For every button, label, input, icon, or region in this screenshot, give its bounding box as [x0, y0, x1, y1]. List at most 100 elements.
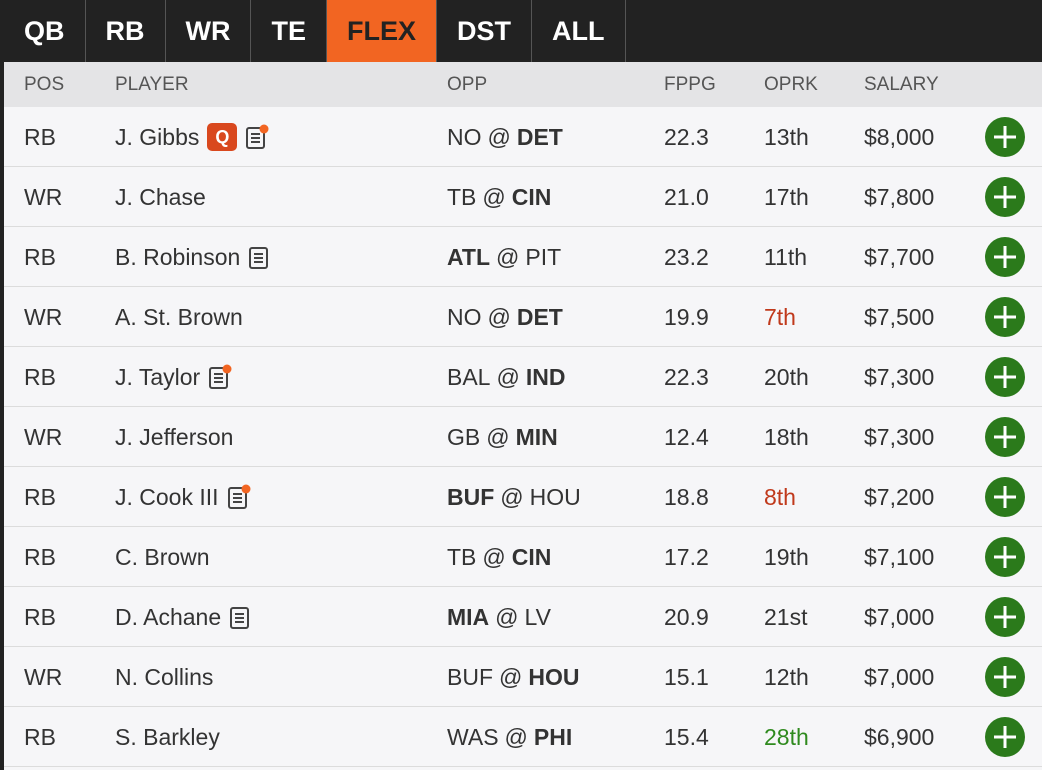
news-icon[interactable]: [208, 364, 232, 390]
player-cell: B. Robinson: [115, 227, 272, 287]
tab[interactable]: ALL: [532, 0, 626, 62]
salary: $7,500: [864, 304, 935, 330]
news-icon[interactable]: [227, 484, 251, 510]
player-name[interactable]: J. Gibbs: [115, 124, 200, 150]
tab[interactable]: FLEX: [327, 0, 438, 62]
player-name[interactable]: J. Taylor: [115, 364, 201, 390]
column-header: OPRK: [764, 74, 818, 95]
position: WR: [24, 304, 63, 330]
player-name[interactable]: N. Collins: [115, 664, 214, 690]
fppg: 21.0: [664, 184, 709, 210]
home-team: IND: [525, 364, 566, 390]
home-team: DET: [516, 124, 563, 150]
news-icon[interactable]: [245, 124, 269, 150]
opp-rank: 19th: [764, 544, 809, 570]
fppg: 22.3: [664, 124, 709, 150]
tab[interactable]: WR: [166, 0, 252, 62]
player-cell: J. Chase: [115, 167, 206, 227]
home-team: CIN: [511, 184, 552, 210]
news-icon[interactable]: [229, 604, 253, 630]
player-row: WR J. Jefferson GB @ MIN 12.4 18th $7,300: [4, 407, 1042, 467]
away-team: TB: [447, 184, 477, 210]
away-team: BUF: [447, 484, 495, 510]
player-name[interactable]: J. Cook III: [115, 484, 219, 510]
opp-rank: 7th: [764, 304, 796, 330]
column-header: SALARY: [864, 74, 939, 95]
salary: $7,000: [864, 664, 935, 690]
add-player-button[interactable]: [984, 296, 1026, 338]
home-team: LV: [524, 604, 551, 630]
opponent: ATL @ PIT: [447, 227, 561, 287]
player-name[interactable]: S. Barkley: [115, 724, 220, 750]
tab[interactable]: TE: [251, 0, 327, 62]
player-cell: C. Brown: [115, 527, 210, 587]
news-icon[interactable]: [248, 244, 272, 270]
salary: $7,200: [864, 484, 935, 510]
separator: @: [487, 304, 511, 330]
add-player-button[interactable]: [984, 656, 1026, 698]
position: WR: [24, 424, 63, 450]
add-player-button[interactable]: [984, 476, 1026, 518]
player-name[interactable]: J. Chase: [115, 184, 206, 210]
add-player-button[interactable]: [984, 236, 1026, 278]
salary: $7,100: [864, 544, 935, 570]
away-team: NO: [447, 124, 482, 150]
separator: @: [499, 664, 523, 690]
salary: $7,300: [864, 424, 935, 450]
fppg: 19.9: [664, 304, 709, 330]
add-player-button[interactable]: [984, 116, 1026, 158]
player-row: RB D. Achane MIA @ LV 20.9 21st $7,000: [4, 587, 1042, 647]
player-name[interactable]: J. Jefferson: [115, 424, 234, 450]
fppg: 15.1: [664, 664, 709, 690]
home-team: HOU: [529, 484, 581, 510]
column-header: POS: [24, 74, 65, 95]
player-name[interactable]: C. Brown: [115, 544, 210, 570]
tab[interactable]: DST: [437, 0, 533, 62]
fppg: 15.4: [664, 724, 709, 750]
opp-rank: 12th: [764, 664, 809, 690]
column-header: OPP: [447, 74, 488, 95]
home-team: PHI: [533, 724, 573, 750]
add-player-button[interactable]: [984, 596, 1026, 638]
player-row: WR A. St. Brown NO @ DET 19.9 7th $7,500: [4, 287, 1042, 347]
opp-rank: 20th: [764, 364, 809, 390]
fppg: 12.4: [664, 424, 709, 450]
home-team: PIT: [525, 244, 562, 270]
away-team: MIA: [447, 604, 490, 630]
home-team: DET: [516, 304, 563, 330]
salary: $7,300: [864, 364, 935, 390]
separator: @: [495, 604, 519, 630]
add-player-button[interactable]: [984, 716, 1026, 758]
player-name[interactable]: B. Robinson: [115, 244, 241, 270]
player-cell: S. Barkley: [115, 707, 220, 767]
opp-rank: 13th: [764, 124, 809, 150]
position: RB: [24, 364, 56, 390]
opp-rank: 18th: [764, 424, 809, 450]
position-tabs: QB RB WR TE FLEX DST ALL: [4, 0, 626, 62]
salary: $6,900: [864, 724, 935, 750]
add-player-button[interactable]: [984, 356, 1026, 398]
separator: @: [482, 184, 506, 210]
home-team: HOU: [528, 664, 580, 690]
player-row: RB C. Brown TB @ CIN 17.2 19th $7,100: [4, 527, 1042, 587]
player-name[interactable]: D. Achane: [115, 604, 222, 630]
separator: @: [486, 424, 510, 450]
opponent: WAS @ PHI: [447, 707, 572, 767]
add-player-button[interactable]: [984, 176, 1026, 218]
position: RB: [24, 484, 56, 510]
tab[interactable]: RB: [86, 0, 166, 62]
add-player-button[interactable]: [984, 416, 1026, 458]
away-team: NO: [447, 304, 482, 330]
player-name[interactable]: A. St. Brown: [115, 304, 243, 330]
add-player-button[interactable]: [984, 536, 1026, 578]
player-row: RB J. Taylor BAL @ IND 22.3 20th $7,300: [4, 347, 1042, 407]
player-cell: J. Taylor: [115, 347, 232, 407]
opponent: BAL @ IND: [447, 347, 565, 407]
column-header: PLAYER: [115, 74, 189, 95]
fppg: 22.3: [664, 364, 709, 390]
tab[interactable]: QB: [4, 0, 86, 62]
salary: $7,800: [864, 184, 935, 210]
column-header: FPPG: [664, 74, 716, 95]
opp-rank: 21st: [764, 604, 808, 630]
separator: @: [500, 484, 524, 510]
